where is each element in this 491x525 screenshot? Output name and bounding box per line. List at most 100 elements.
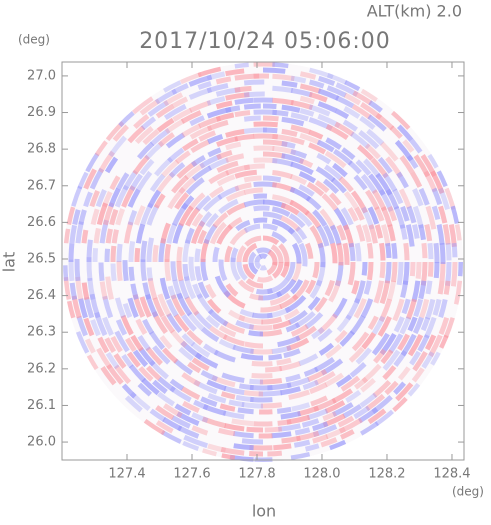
echo-cell bbox=[460, 262, 461, 276]
echo-cell bbox=[107, 249, 108, 262]
echo-cell bbox=[295, 430, 309, 433]
echo-cell bbox=[71, 260, 72, 281]
echo-cell bbox=[256, 291, 272, 292]
echo-cell bbox=[167, 259, 169, 281]
echo-cell bbox=[179, 261, 181, 281]
echo-cell bbox=[418, 262, 419, 279]
echo-cell bbox=[254, 124, 278, 125]
echo-cell bbox=[263, 130, 277, 131]
echo-cell bbox=[261, 319, 281, 322]
echo-cell bbox=[320, 243, 323, 267]
echo-cell bbox=[84, 230, 86, 243]
echo-cell bbox=[242, 404, 263, 406]
echo-cell bbox=[239, 386, 253, 388]
echo-cell bbox=[229, 402, 244, 405]
echo-cell bbox=[394, 243, 395, 258]
echo-cell bbox=[119, 261, 120, 281]
echo-cell bbox=[261, 267, 266, 268]
echo-cell bbox=[225, 426, 244, 429]
echo-cell bbox=[197, 249, 198, 262]
echo-cell bbox=[125, 260, 126, 281]
echo-cell bbox=[258, 278, 272, 280]
echo-cell bbox=[257, 262, 260, 267]
echo-cell bbox=[260, 256, 266, 257]
echo-cell bbox=[244, 118, 261, 119]
echo-cell bbox=[306, 446, 319, 449]
echo-cell bbox=[350, 262, 353, 285]
echo-cell bbox=[241, 356, 263, 358]
echo-cell bbox=[277, 360, 291, 363]
echo-cell bbox=[173, 261, 175, 280]
echo-cell bbox=[249, 381, 263, 382]
echo-cell bbox=[377, 225, 380, 238]
echo-cell bbox=[235, 88, 252, 90]
echo-cell bbox=[250, 296, 263, 298]
echo-cell bbox=[403, 281, 406, 298]
echo-cell bbox=[197, 266, 200, 280]
echo-cell bbox=[439, 225, 442, 245]
echo-cell bbox=[244, 166, 265, 168]
echo-cell bbox=[101, 263, 102, 281]
echo-cell bbox=[421, 225, 424, 240]
echo-cell bbox=[268, 356, 281, 358]
y-tick-label: 26.0 bbox=[27, 435, 56, 450]
echo-cell bbox=[222, 456, 235, 458]
echo-cell bbox=[428, 281, 430, 294]
echo-cell bbox=[265, 429, 282, 430]
y-tick-label: 26.7 bbox=[27, 178, 56, 193]
echo-cell bbox=[254, 196, 267, 197]
echo-cell bbox=[244, 393, 263, 394]
y-tick-label: 26.3 bbox=[27, 325, 56, 340]
y-tick-label: 26.4 bbox=[27, 288, 56, 303]
echo-cell bbox=[263, 118, 279, 119]
echo-cell bbox=[357, 243, 359, 261]
echo-cell bbox=[143, 259, 144, 280]
x-tick-label: 127.6 bbox=[173, 467, 210, 482]
echo-cell bbox=[149, 267, 150, 280]
echo-cell bbox=[267, 453, 281, 454]
echo-cell bbox=[72, 283, 75, 300]
echo-cell bbox=[394, 262, 395, 282]
echo-cell bbox=[114, 230, 116, 243]
echo-cell bbox=[382, 262, 383, 278]
echo-cell bbox=[263, 178, 281, 180]
echo-cell bbox=[282, 131, 297, 134]
echo-cell bbox=[414, 225, 417, 239]
echo-cell bbox=[216, 79, 230, 82]
echo-cell bbox=[215, 248, 217, 262]
y-tick-label: 26.2 bbox=[27, 361, 56, 376]
echo-cell bbox=[113, 246, 114, 262]
echo-cell bbox=[440, 281, 442, 294]
echo-cell bbox=[72, 225, 75, 243]
echo-cell bbox=[421, 281, 424, 299]
echo-cell bbox=[235, 65, 249, 66]
y-unit: (deg) bbox=[18, 33, 50, 47]
echo-cell bbox=[399, 262, 401, 285]
echo-cell bbox=[203, 259, 206, 281]
echo-cell bbox=[339, 243, 341, 265]
echo-cell bbox=[406, 243, 407, 260]
echo-cell bbox=[263, 106, 276, 107]
echo-cell bbox=[402, 225, 405, 240]
echo-cell bbox=[263, 226, 277, 229]
echo-cell bbox=[370, 262, 371, 280]
echo-cell bbox=[179, 247, 180, 262]
echo-cell bbox=[364, 262, 365, 275]
echo-cell bbox=[333, 243, 335, 263]
echo-cell bbox=[369, 243, 371, 258]
echo-cell bbox=[254, 208, 270, 209]
echo-cell bbox=[277, 409, 291, 411]
echo-cell bbox=[387, 262, 389, 283]
echo-cell bbox=[244, 202, 264, 205]
echo-cell bbox=[272, 88, 292, 90]
echo-cell bbox=[96, 228, 98, 243]
x-tick-label: 127.8 bbox=[238, 467, 275, 482]
y-tick-label: 26.1 bbox=[27, 398, 56, 413]
echo-cell bbox=[412, 262, 413, 276]
echo-cell bbox=[448, 243, 449, 260]
echo-cell bbox=[351, 243, 353, 261]
altitude: ALT(km) 2.0 bbox=[367, 2, 462, 21]
echo-cell bbox=[427, 225, 430, 241]
x-tick-label: 128.4 bbox=[433, 467, 470, 482]
echo-cell bbox=[131, 267, 132, 281]
